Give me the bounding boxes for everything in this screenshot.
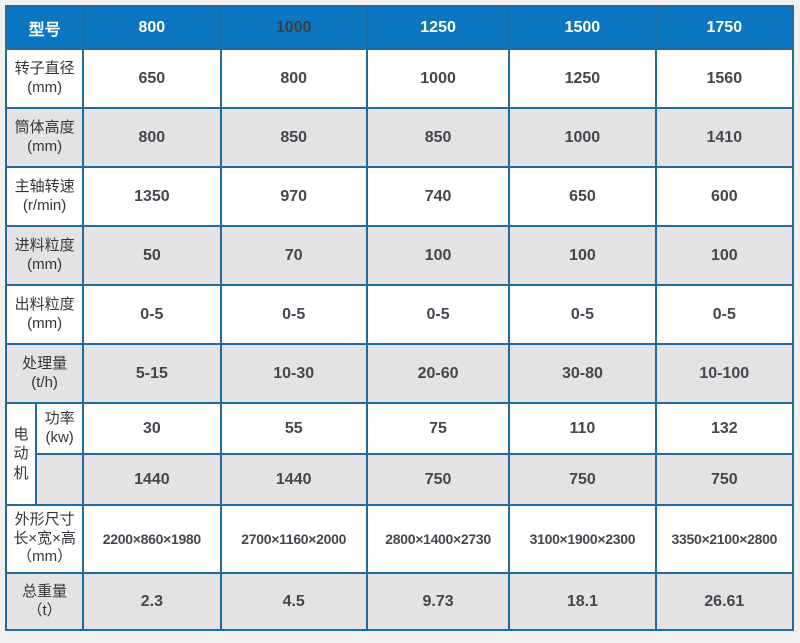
column-header-1500: 1500 bbox=[508, 5, 657, 50]
spec-value: 3100×1900×2300 bbox=[508, 504, 657, 574]
row-label: 外形尺寸 长×宽×高 （mm） bbox=[4, 504, 85, 574]
spec-value: 26.61 bbox=[654, 572, 795, 631]
spec-value: 9.73 bbox=[365, 572, 511, 631]
spec-value: 75 bbox=[365, 402, 511, 455]
spec-value: 0-5 bbox=[219, 284, 368, 345]
spec-value: 650 bbox=[508, 166, 657, 227]
row-overall-dimensions: 外形尺寸 长×宽×高 （mm） 2200×860×1980 2700×1160×… bbox=[4, 504, 795, 574]
model-header-cell: 型号 bbox=[4, 5, 85, 50]
spec-value: 100 bbox=[365, 225, 511, 286]
column-header-1250: 1250 bbox=[365, 5, 511, 50]
spec-value: 0-5 bbox=[508, 284, 657, 345]
spec-value: 750 bbox=[365, 453, 511, 506]
row-total-weight: 总重量 （t） 2.3 4.5 9.73 18.1 26.61 bbox=[4, 572, 795, 631]
row-feed-size: 进料粒度 (mm) 50 70 100 100 100 bbox=[4, 225, 795, 286]
spec-value: 4.5 bbox=[219, 572, 368, 631]
spec-value: 0-5 bbox=[82, 284, 222, 345]
spec-value: 800 bbox=[219, 48, 368, 109]
row-label: 筒体高度 (mm) bbox=[4, 107, 85, 168]
motor-power-label: 功率 (kw) bbox=[35, 402, 85, 455]
column-header-1000: 1000 bbox=[219, 5, 368, 50]
row-label: 处理量 (t/h) bbox=[4, 343, 85, 404]
spec-value: 30-80 bbox=[508, 343, 657, 404]
empty-cell bbox=[35, 453, 85, 506]
spec-value: 3350×2100×2800 bbox=[654, 504, 795, 574]
row-label: 进料粒度 (mm) bbox=[4, 225, 85, 286]
spec-value: 1000 bbox=[365, 48, 511, 109]
spec-value: 2700×1160×2000 bbox=[219, 504, 368, 574]
spec-value: 2200×860×1980 bbox=[82, 504, 222, 574]
row-spindle-speed: 主轴转速 (r/min) 1350 970 740 650 600 bbox=[4, 166, 795, 227]
spec-value: 1440 bbox=[219, 453, 368, 506]
spec-value: 750 bbox=[654, 453, 795, 506]
spec-value: 750 bbox=[508, 453, 657, 506]
spec-value: 0-5 bbox=[654, 284, 795, 345]
spec-value: 600 bbox=[654, 166, 795, 227]
row-motor-power: 电动机 功率 (kw) 30 55 75 110 132 bbox=[4, 402, 795, 506]
spec-value: 50 bbox=[82, 225, 222, 286]
row-cylinder-height: 筒体高度 (mm) 800 850 850 1000 1410 bbox=[4, 107, 795, 168]
row-rotor-diameter: 转子直径 (mm) 650 800 1000 1250 1560 bbox=[4, 48, 795, 109]
spec-value: 10-30 bbox=[219, 343, 368, 404]
row-label: 出料粒度 (mm) bbox=[4, 284, 85, 345]
spec-value: 5-15 bbox=[82, 343, 222, 404]
spec-value: 650 bbox=[82, 48, 222, 109]
spec-value: 1440 bbox=[82, 453, 222, 506]
spec-value: 850 bbox=[219, 107, 368, 168]
spec-value: 70 bbox=[219, 225, 368, 286]
spec-value: 20-60 bbox=[365, 343, 511, 404]
spec-value: 110 bbox=[508, 402, 657, 455]
spec-value: 1250 bbox=[508, 48, 657, 109]
spec-value: 30 bbox=[82, 402, 222, 455]
spec-value: 1350 bbox=[82, 166, 222, 227]
motor-group-label: 电动机 bbox=[4, 402, 38, 506]
row-discharge-size: 出料粒度 (mm) 0-5 0-5 0-5 0-5 0-5 bbox=[4, 284, 795, 345]
spec-value: 970 bbox=[219, 166, 368, 227]
spec-value: 800 bbox=[82, 107, 222, 168]
spec-value: 2800×1400×2730 bbox=[365, 504, 511, 574]
spec-value: 18.1 bbox=[508, 572, 657, 631]
spec-value: 2.3 bbox=[82, 572, 222, 631]
column-header-1750: 1750 bbox=[654, 5, 795, 50]
row-capacity: 处理量 (t/h) 5-15 10-30 20-60 30-80 10-100 bbox=[4, 343, 795, 404]
row-motor-speed: 1440 1440 750 750 750 bbox=[6, 453, 795, 506]
spec-value: 1560 bbox=[654, 48, 795, 109]
column-header-800: 800 bbox=[82, 5, 222, 50]
row-label: 总重量 （t） bbox=[4, 572, 85, 631]
spec-value: 10-100 bbox=[654, 343, 795, 404]
row-label: 转子直径 (mm) bbox=[4, 48, 85, 109]
spec-value: 132 bbox=[654, 402, 795, 455]
spec-value: 740 bbox=[365, 166, 511, 227]
spec-value: 100 bbox=[654, 225, 795, 286]
row-label: 主轴转速 (r/min) bbox=[4, 166, 85, 227]
spec-value: 1000 bbox=[508, 107, 657, 168]
spec-table: 型号 800 1000 1250 1500 1750 转子直径 (mm) 650… bbox=[4, 5, 795, 631]
spec-value: 100 bbox=[508, 225, 657, 286]
spec-value: 850 bbox=[365, 107, 511, 168]
spec-value: 0-5 bbox=[365, 284, 511, 345]
spec-value: 55 bbox=[219, 402, 368, 455]
table-header-row: 型号 800 1000 1250 1500 1750 bbox=[4, 5, 795, 50]
spec-value: 1410 bbox=[654, 107, 795, 168]
